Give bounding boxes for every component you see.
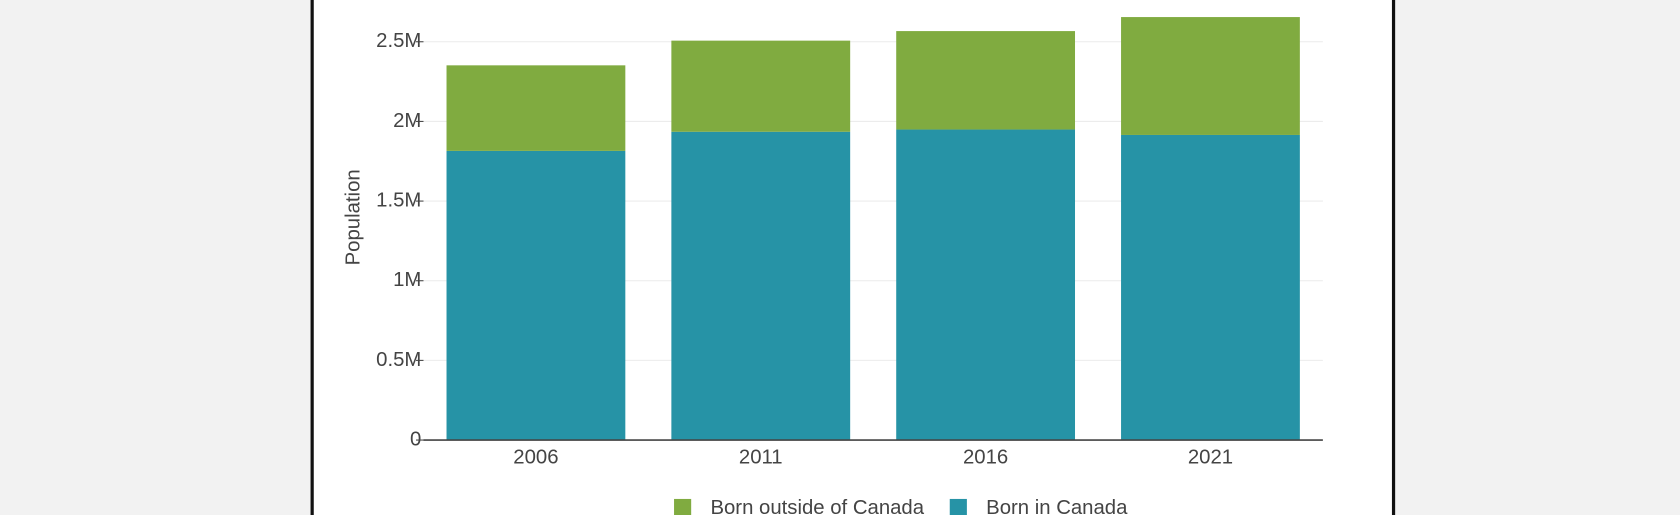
legend-label: Born outside of Canada (710, 497, 924, 515)
bar-segment (896, 129, 1076, 441)
y-tick-label: 0.5M (376, 349, 421, 371)
y-tick-label: 1M (393, 269, 421, 291)
bar-segment (671, 40, 851, 132)
bar-segment (896, 31, 1076, 130)
y-tick-label: 1.5M (376, 189, 421, 211)
x-tick-label: 2016 (963, 447, 1008, 469)
bar-segment (446, 65, 626, 151)
y-tick-label: 2M (393, 110, 421, 132)
bar-segment (1121, 134, 1300, 441)
legend-swatch (949, 498, 967, 515)
x-tick-label: 2011 (739, 447, 783, 469)
x-tick-label: 2021 (1188, 447, 1233, 469)
legend-label: Born in Canada (986, 497, 1128, 515)
y-tick-label: 0 (410, 428, 421, 450)
y-tick-label: 2.5M (376, 30, 421, 52)
bar-segment (1121, 17, 1300, 135)
bar-segment (446, 150, 626, 441)
legend-swatch (674, 498, 692, 515)
y-axis-label: Population (342, 169, 364, 265)
bar-segment (671, 131, 851, 441)
x-tick-label: 2006 (513, 447, 558, 469)
